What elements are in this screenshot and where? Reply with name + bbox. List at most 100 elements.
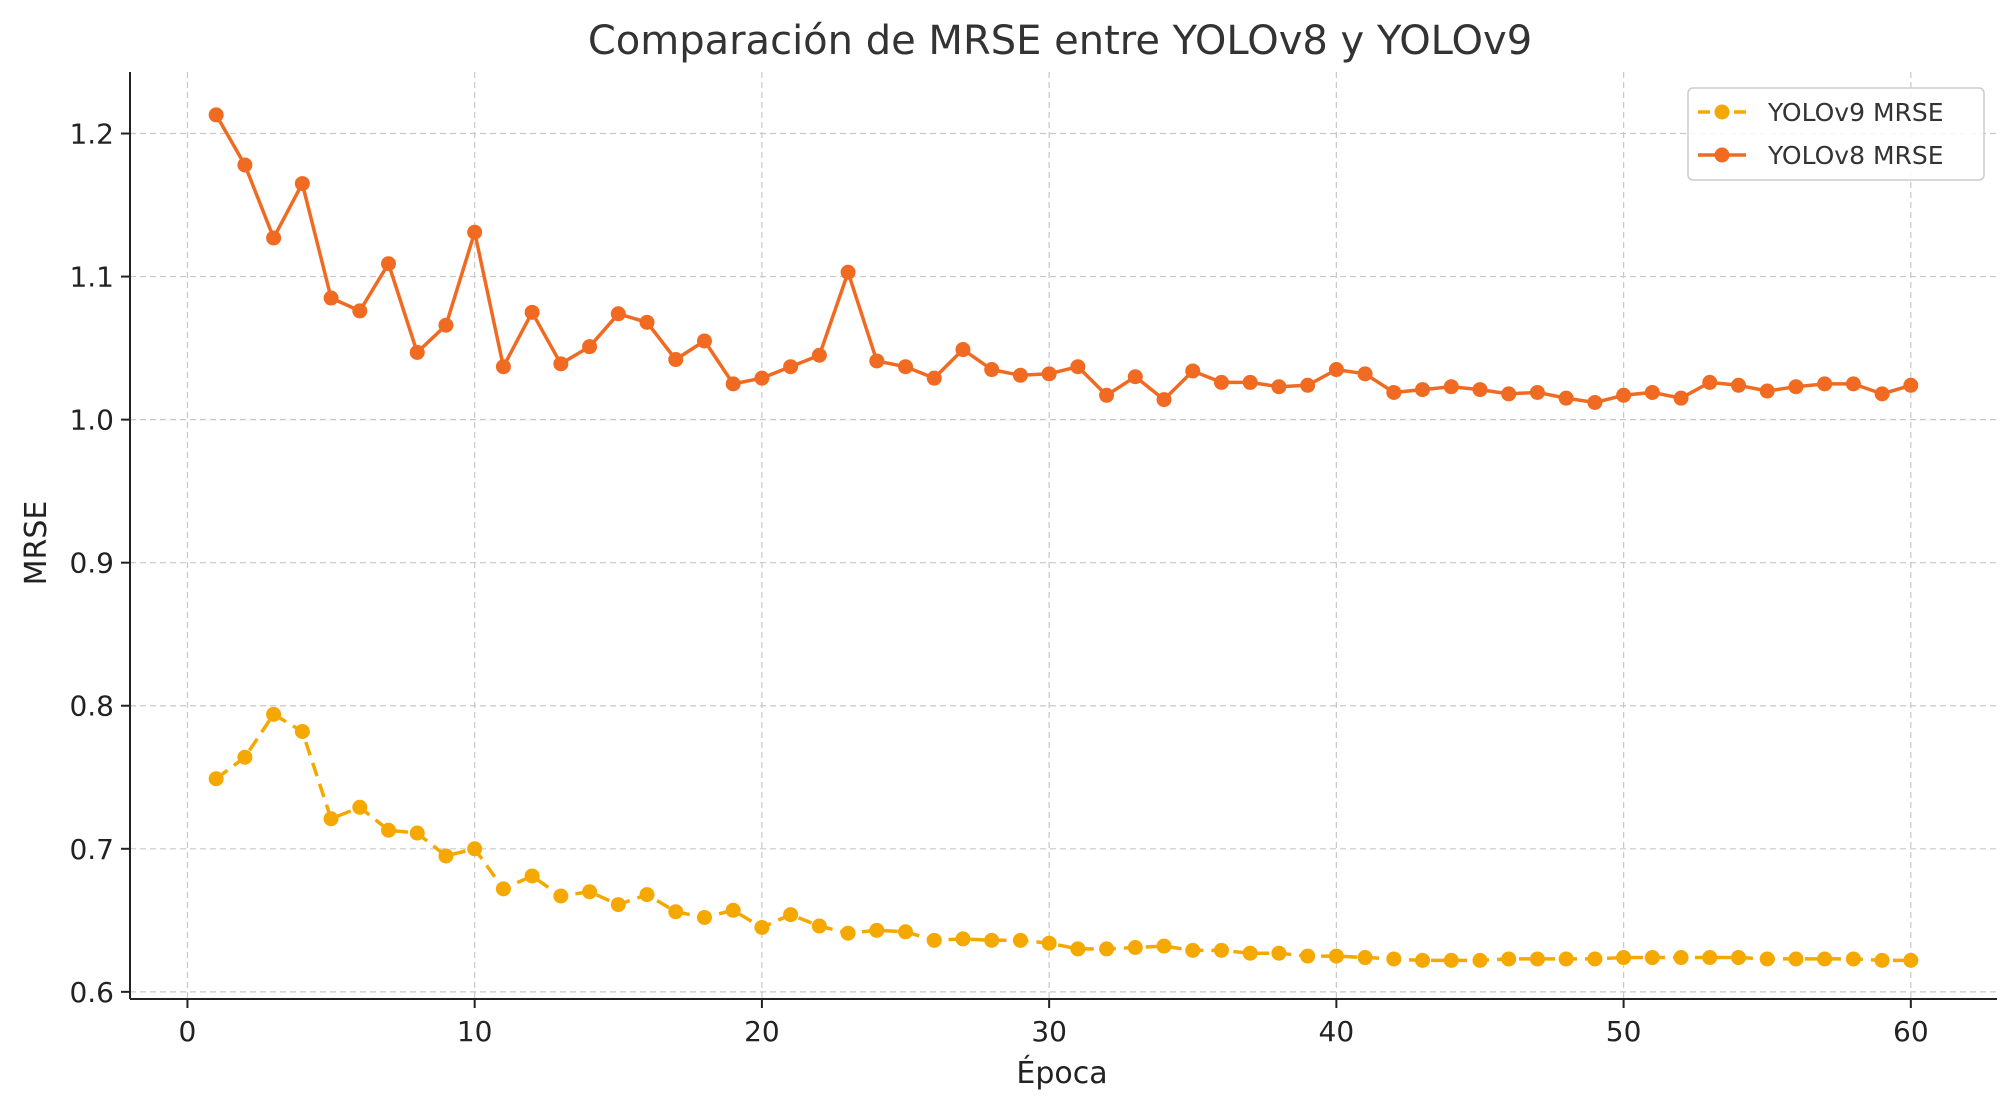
data-point xyxy=(1127,369,1143,385)
series-yolov9-mrse xyxy=(208,706,1919,968)
data-point xyxy=(725,376,741,392)
data-point xyxy=(1012,932,1028,948)
data-point xyxy=(1730,950,1746,966)
data-point xyxy=(869,353,885,369)
data-point xyxy=(1070,359,1086,375)
x-axis-label: Época xyxy=(1016,1055,1107,1091)
data-point xyxy=(1070,941,1086,957)
data-point xyxy=(381,822,397,838)
data-point xyxy=(898,359,914,375)
data-point xyxy=(1817,951,1833,967)
data-point xyxy=(696,333,712,349)
data-point xyxy=(984,932,1000,948)
data-point xyxy=(1271,379,1287,395)
legend-label: YOLOv8 MRSE xyxy=(1767,141,1944,170)
x-tick-label: 20 xyxy=(744,1015,780,1048)
y-tick-label: 1.2 xyxy=(69,118,114,151)
data-point xyxy=(1845,951,1861,967)
data-point xyxy=(1702,374,1718,390)
data-point xyxy=(1788,951,1804,967)
data-point xyxy=(1644,950,1660,966)
x-tick-label: 50 xyxy=(1606,1015,1642,1048)
data-point xyxy=(323,290,339,306)
legend-item: YOLOv8 MRSE xyxy=(1698,141,1944,170)
y-tick-label: 0.9 xyxy=(69,547,114,580)
x-axis-ticks: 0 10 20 30 40 50 60 xyxy=(179,999,1929,1048)
data-point xyxy=(926,370,942,386)
data-point xyxy=(1242,374,1258,390)
data-point xyxy=(811,347,827,363)
data-point xyxy=(754,370,770,386)
data-point xyxy=(1903,377,1919,393)
data-point xyxy=(1558,390,1574,406)
legend: YOLOv9 MRSE YOLOv8 MRSE xyxy=(1687,87,1985,181)
data-point xyxy=(1673,950,1689,966)
data-point xyxy=(754,919,770,935)
y-axis-ticks: 0.6 0.7 0.8 0.9 1.0 1.1 1.2 xyxy=(69,118,130,1009)
data-point xyxy=(1845,376,1861,392)
data-point xyxy=(1759,383,1775,399)
data-point xyxy=(208,771,224,787)
data-point xyxy=(1242,945,1258,961)
data-point xyxy=(1099,941,1115,957)
data-point xyxy=(955,342,971,358)
data-point xyxy=(696,909,712,925)
data-point xyxy=(1644,384,1660,400)
data-point xyxy=(1156,392,1172,408)
data-point xyxy=(1874,952,1890,968)
data-point xyxy=(266,706,282,722)
y-tick-label: 0.8 xyxy=(69,690,114,723)
grid-lines xyxy=(130,72,1997,999)
data-point xyxy=(840,264,856,280)
data-point xyxy=(1012,367,1028,383)
data-point xyxy=(1730,377,1746,393)
data-point xyxy=(1558,951,1574,967)
data-point xyxy=(1300,948,1316,964)
legend-marker xyxy=(1714,147,1730,163)
y-tick-label: 0.7 xyxy=(69,833,114,866)
data-point xyxy=(1328,948,1344,964)
data-point xyxy=(208,107,224,123)
data-point xyxy=(1472,952,1488,968)
data-point xyxy=(1041,935,1057,951)
x-tick-label: 10 xyxy=(457,1015,493,1048)
data-point xyxy=(1472,382,1488,398)
data-point xyxy=(1817,376,1833,392)
data-point xyxy=(1702,950,1718,966)
legend-marker xyxy=(1714,104,1730,120)
data-point xyxy=(524,868,540,884)
data-point xyxy=(1300,377,1316,393)
x-tick-label: 40 xyxy=(1319,1015,1355,1048)
data-point xyxy=(639,314,655,330)
legend-label: YOLOv9 MRSE xyxy=(1767,98,1944,127)
data-point xyxy=(1386,384,1402,400)
data-point xyxy=(294,723,310,739)
data-point xyxy=(1673,390,1689,406)
series-line xyxy=(215,712,1911,963)
data-point xyxy=(582,884,598,900)
data-point xyxy=(1357,366,1373,382)
x-tick-label: 60 xyxy=(1893,1015,1929,1048)
data-point xyxy=(869,922,885,938)
data-point xyxy=(1529,384,1545,400)
data-point xyxy=(1587,394,1603,410)
data-point xyxy=(553,888,569,904)
data-point xyxy=(1501,951,1517,967)
axes xyxy=(129,72,1997,1000)
data-point xyxy=(1903,952,1919,968)
data-point xyxy=(610,897,626,913)
data-point xyxy=(668,904,684,920)
data-point xyxy=(438,317,454,333)
y-tick-label: 1.1 xyxy=(69,261,114,294)
data-point xyxy=(266,230,282,246)
legend-item: YOLOv9 MRSE xyxy=(1698,98,1944,127)
data-point xyxy=(955,931,971,947)
data-point xyxy=(381,256,397,272)
series-yolov8-mrse xyxy=(208,107,1919,410)
data-point xyxy=(1156,938,1172,954)
data-point xyxy=(1759,951,1775,967)
x-tick-label: 0 xyxy=(179,1015,197,1048)
data-point xyxy=(1616,950,1632,966)
data-point xyxy=(1041,366,1057,382)
